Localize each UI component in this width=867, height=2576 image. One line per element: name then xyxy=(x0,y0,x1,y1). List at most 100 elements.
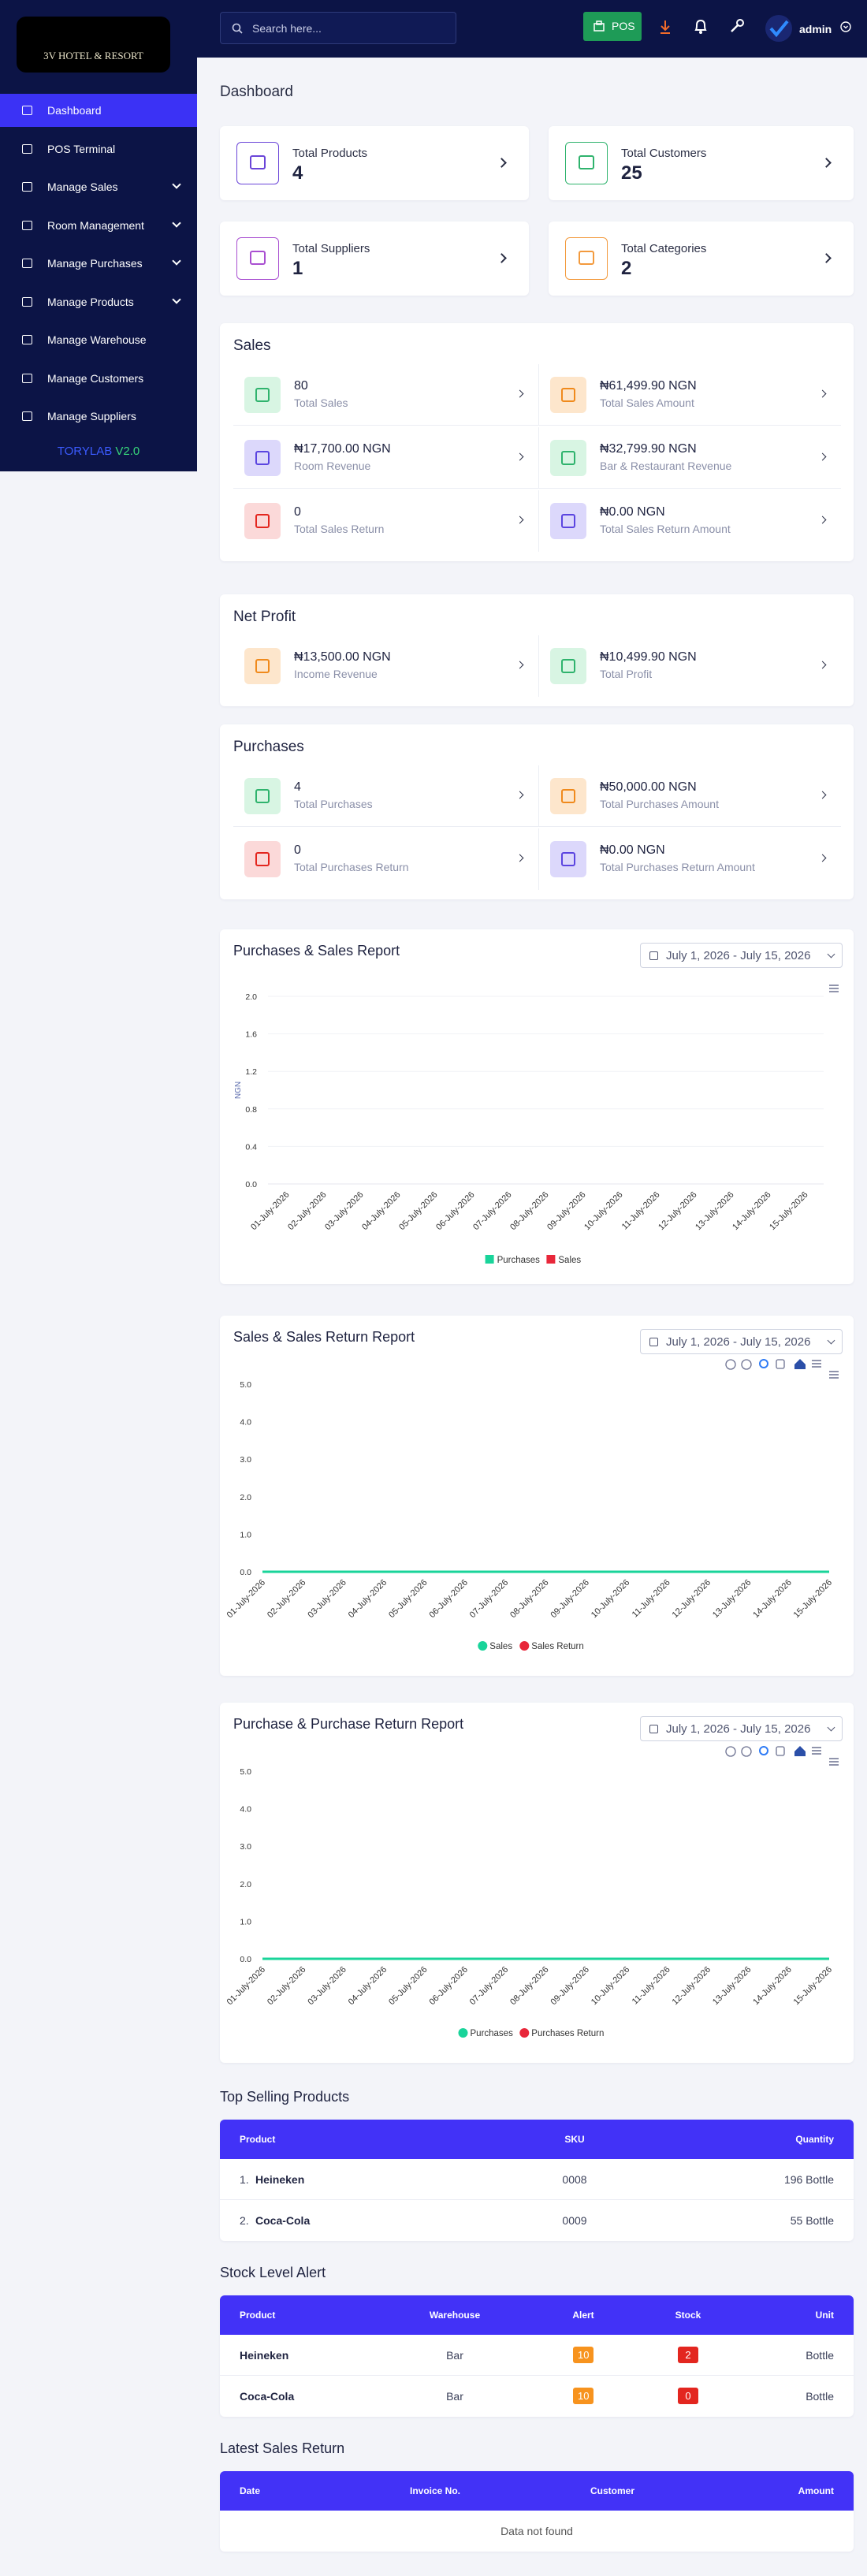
date-picker[interactable]: July 1, 2026 - July 15, 2026 xyxy=(640,1716,843,1741)
arrow xyxy=(515,389,524,398)
menu-item[interactable]: Room Management xyxy=(0,209,197,242)
stat-item[interactable]: ₦13,500.00 NGN Income Revenue xyxy=(233,635,538,697)
menu-item[interactable]: Manage Purchases xyxy=(0,247,197,280)
stat-item[interactable]: ₦0.00 NGN Total Sales Return Amount xyxy=(538,490,841,552)
x-tick-label: 07-July-2026 xyxy=(468,1578,510,1620)
zoom-select[interactable] xyxy=(759,1746,768,1755)
notification-icon[interactable] xyxy=(694,18,708,35)
legend-marker[interactable] xyxy=(458,2028,468,2038)
stat-card[interactable]: Total Customers 25 xyxy=(549,126,854,200)
calendar-icon xyxy=(649,951,658,960)
stat-item[interactable]: 0 Total Sales Return xyxy=(233,490,538,552)
legend-marker[interactable] xyxy=(478,1641,488,1651)
column-header: SKU xyxy=(564,2134,585,2145)
x-tick-label: 12-July-2026 xyxy=(671,1578,713,1620)
item-icon xyxy=(244,440,281,476)
item-label: Room Revenue xyxy=(294,460,371,472)
date-picker[interactable]: July 1, 2026 - July 15, 2026 xyxy=(640,943,843,968)
legend-label[interactable]: Sales xyxy=(558,1256,581,1265)
x-tick-label: 02-July-2026 xyxy=(266,1965,307,2007)
report-title: Purchase & Purchase Return Report xyxy=(233,1716,464,1732)
column-header: Date xyxy=(240,2485,261,2496)
arrow xyxy=(515,516,524,524)
zoom-select[interactable] xyxy=(759,1359,768,1368)
stat-card[interactable]: Total Categories 2 xyxy=(549,221,854,296)
stat-item[interactable]: ₦0.00 NGN Total Purchases Return Amount xyxy=(538,828,841,890)
pan-tool[interactable] xyxy=(776,1359,785,1369)
zoom-in[interactable] xyxy=(725,1746,736,1757)
table-row xyxy=(220,2159,854,2200)
table-header: Product Warehouse Alert Stock Unit xyxy=(220,2295,854,2335)
menu-button-lines[interactable] xyxy=(812,1360,821,1368)
pan-tool[interactable] xyxy=(776,1746,785,1756)
stat-item[interactable]: ₦50,000.00 NGN Total Purchases Amount xyxy=(538,765,841,827)
legend-label[interactable]: Purchases xyxy=(497,1256,541,1265)
item-icon xyxy=(244,503,281,539)
menu-chevron xyxy=(172,294,181,304)
legend-label[interactable]: Sales Return xyxy=(531,1642,583,1651)
menu-button-lines[interactable] xyxy=(812,1747,821,1755)
stat-item[interactable]: 4 Total Purchases xyxy=(233,765,538,827)
item-label: Total Purchases Return Amount xyxy=(600,861,755,873)
legend-label[interactable]: Purchases Return xyxy=(531,2029,604,2038)
stat-item[interactable]: ₦61,499.90 NGN Total Sales Amount xyxy=(538,364,841,426)
legend-marker[interactable] xyxy=(485,1255,494,1264)
arrow[interactable] xyxy=(821,253,832,263)
download-icon[interactable] xyxy=(658,19,672,35)
arrow xyxy=(515,661,524,669)
item-glyph xyxy=(561,659,575,673)
menu-item[interactable]: Manage Products xyxy=(0,285,197,318)
stat-item[interactable]: ₦17,700.00 NGN Room Revenue xyxy=(233,427,538,489)
table-row xyxy=(220,2335,854,2376)
menu-item[interactable]: Manage Warehouse xyxy=(0,323,197,356)
menu-item[interactable]: POS Terminal xyxy=(0,132,197,166)
menu-button[interactable] xyxy=(829,1758,839,1766)
report-panel: Sales & Sales Return Report July 1, 2026 … xyxy=(220,1316,854,1676)
date-picker[interactable]: July 1, 2026 - July 15, 2026 xyxy=(640,1329,843,1354)
menu-item[interactable]: Dashboard xyxy=(0,94,197,127)
panel-title: Net Profit xyxy=(233,609,296,625)
table-cell: 1. xyxy=(240,2173,249,2186)
stat-item[interactable]: 0 Total Purchases Return xyxy=(233,828,538,890)
user-name[interactable]: admin xyxy=(799,23,832,35)
stat-card[interactable]: Total Suppliers 1 xyxy=(220,221,529,296)
stat-item[interactable]: ₦32,799.90 NGN Bar & Restaurant Revenue xyxy=(538,427,841,489)
stat-item[interactable]: 80 Total Sales xyxy=(233,364,538,426)
logo[interactable]: 3V HOTEL & RESORT xyxy=(17,17,170,73)
menu-item[interactable]: Manage Customers xyxy=(0,362,197,395)
menu-label: Manage Products xyxy=(47,295,134,308)
legend-marker[interactable] xyxy=(519,2028,530,2038)
calendar-icon xyxy=(649,1338,658,1346)
user-menu-icon[interactable] xyxy=(840,21,851,32)
footer-name: TORYLAB xyxy=(57,445,113,458)
stat-item[interactable]: ₦10,499.90 NGN Total Profit xyxy=(538,635,841,697)
search-box[interactable]: Search here... xyxy=(220,12,456,44)
item-value: 4 xyxy=(294,780,301,794)
menu-button[interactable] xyxy=(829,985,839,992)
reset-tool[interactable] xyxy=(794,1359,806,1369)
legend-label[interactable]: Sales xyxy=(489,1642,512,1651)
table: Date Invoice No. Customer Amount Data not fo… xyxy=(220,2471,854,2552)
zoom-out[interactable] xyxy=(741,1359,752,1370)
menu-item[interactable]: Manage Sales xyxy=(0,170,197,203)
arrow[interactable] xyxy=(497,158,507,168)
pos-button[interactable]: POS xyxy=(583,12,642,41)
stat-card[interactable]: Total Products 4 xyxy=(220,126,529,200)
avatar[interactable] xyxy=(765,14,793,43)
legend-marker[interactable] xyxy=(546,1255,556,1264)
menu-item[interactable]: Manage Suppliers xyxy=(0,400,197,433)
stat-label: Total Products xyxy=(292,147,368,160)
zoom-in[interactable] xyxy=(725,1359,736,1370)
item-glyph xyxy=(561,451,575,465)
settings-icon[interactable] xyxy=(729,18,745,34)
menu-button[interactable] xyxy=(829,1371,839,1379)
menu-icon xyxy=(22,220,32,230)
legend-marker[interactable] xyxy=(519,1641,530,1651)
x-tick-label: 11-July-2026 xyxy=(631,1965,672,2007)
item-icon xyxy=(244,377,281,413)
arrow[interactable] xyxy=(497,253,507,263)
legend-label[interactable]: Purchases xyxy=(471,2029,514,2038)
arrow[interactable] xyxy=(821,158,832,168)
zoom-out[interactable] xyxy=(741,1746,752,1757)
reset-tool[interactable] xyxy=(794,1746,806,1756)
